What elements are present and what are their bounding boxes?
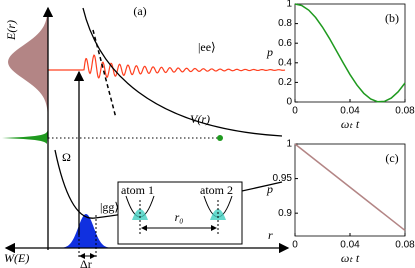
- y-axis-label: E(r): [4, 20, 18, 41]
- x-tick-label: 0.08: [395, 240, 415, 251]
- excited-wavefunction: [48, 54, 286, 79]
- panel-label: (c): [385, 151, 398, 165]
- y-tick-label: 0.6: [278, 38, 292, 49]
- y-tick-label: 0.2: [278, 77, 292, 88]
- potential-label: V(r): [190, 112, 210, 126]
- rabi-label: Ω: [62, 150, 71, 164]
- y-axis-label: p: [266, 182, 273, 196]
- y-tick-label: 1: [286, 0, 292, 10]
- level-distribution: [2, 130, 48, 144]
- x-tick-label: 0.04: [340, 106, 360, 117]
- atom-1: [132, 209, 148, 220]
- tangent: [92, 29, 117, 119]
- atom-2-label: atom 2: [200, 183, 233, 197]
- y-axis-label: p: [266, 45, 273, 59]
- energy-distribution: [8, 12, 48, 128]
- panel-label: (b): [385, 11, 399, 25]
- y-tick-label: 0.4: [278, 57, 292, 68]
- x-axis-label: ωₜ t: [341, 117, 360, 131]
- upper-state-label: |ee⟩: [198, 40, 216, 54]
- panel-label: (a): [133, 4, 146, 18]
- w-label: W(E): [4, 251, 29, 265]
- atom-1-label: atom 1: [121, 183, 154, 197]
- potential-curve: [82, 7, 283, 137]
- y-tick-label: 0.9: [278, 208, 292, 219]
- lower-state-label: |gg⟩: [100, 200, 119, 214]
- x-tick-label: 0.04: [340, 240, 360, 251]
- atom-2: [210, 209, 226, 220]
- y-tick-label: 0.8: [278, 18, 292, 29]
- data-line: [294, 3, 406, 103]
- x-tick-label: 0.08: [395, 106, 415, 117]
- x-axis-label: ωₜ t: [341, 251, 360, 265]
- y-tick-label: 0: [286, 97, 292, 108]
- diagram: [2, 12, 286, 248]
- crossing-point: [217, 135, 223, 141]
- width-label: Δr: [80, 257, 92, 268]
- ground-wavefunction: [48, 214, 135, 248]
- x-axis-label: r: [268, 228, 273, 242]
- distance-label: r₀: [175, 210, 184, 224]
- x-tick-label: 0: [292, 106, 298, 117]
- y-tick-label: 0.95: [273, 173, 293, 184]
- x-tick-label: 0: [292, 240, 298, 251]
- data-line: [294, 143, 406, 232]
- y-tick-label: 1: [286, 139, 292, 150]
